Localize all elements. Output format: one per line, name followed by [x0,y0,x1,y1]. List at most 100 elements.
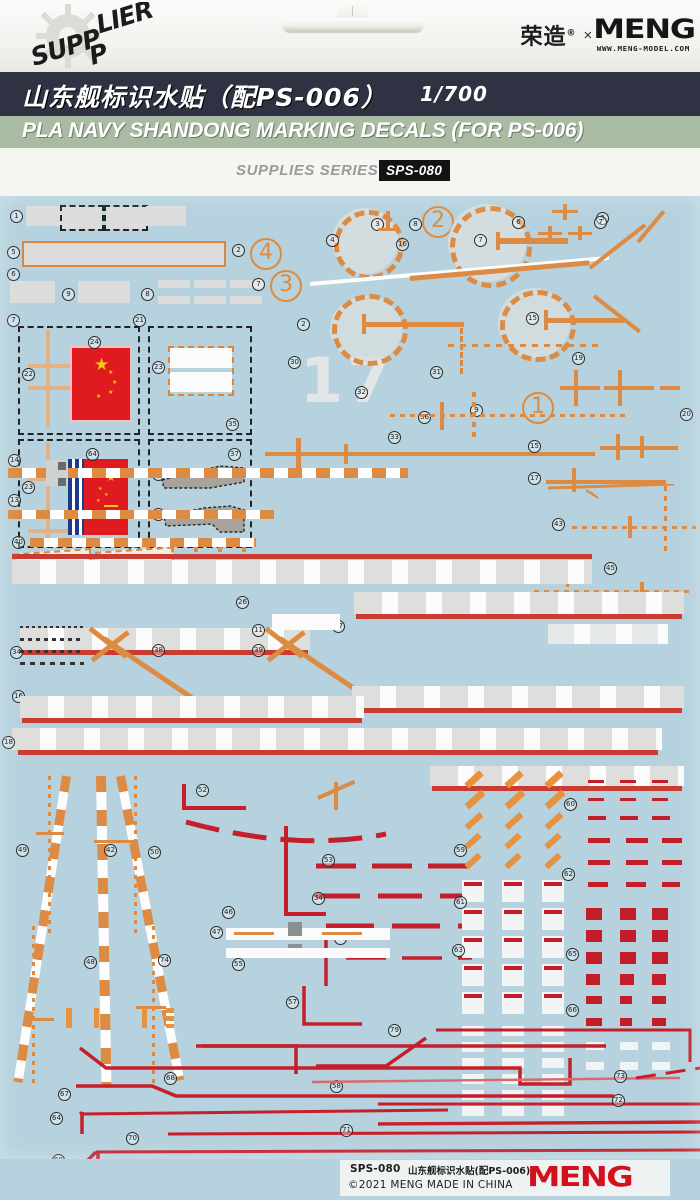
part-number: 73 [614,1070,627,1083]
footer-meng-logo: MENG [527,1160,634,1193]
part-number: 36 [418,411,431,424]
deck-mark [498,238,568,244]
part-number: 65 [566,948,579,961]
deck-cross-marks [560,366,680,426]
supplier-logo: SUPP LIER P [8,2,188,70]
prc-national-flag: ★ ★ ★ ★ ★ [70,346,132,422]
part-number: 6 [7,268,20,281]
part-number: 9 [62,288,75,301]
deck-mark [664,486,667,556]
flag-decal-frame [18,439,140,548]
deck-mark [378,228,398,231]
supplier-wordmark: SUPP LIER P [27,2,156,70]
deck-mark [546,318,624,323]
meng-logo: MENG WWW.MENG-MODEL.COM [593,16,696,53]
hull-red-lines [182,784,472,1074]
deck-line [265,452,595,456]
deck-mark [496,232,500,250]
svg-text:P: P [85,38,111,70]
flag-pole [46,443,50,541]
gear-icon [36,4,100,68]
decal-sheet-artwork: 1 5 6 9 8 7 ★ ★ ★ ★ ★ 2 [0,196,700,1159]
part-number: 47 [210,926,223,939]
title-band-english: PLA NAVY SHANDONG MARKING DECALS (FOR PS… [0,116,700,148]
part-number: 48 [84,956,97,969]
decal-part [10,281,55,303]
part-number: 7 [474,234,487,247]
decal-part [60,205,104,231]
runway-dashed-line [8,510,274,519]
decal-part [272,614,340,630]
part-number: 61 [454,896,467,909]
hanger-knob-line [352,6,353,16]
part-number: 38 [152,644,165,657]
part-number: 60 [564,798,577,811]
footer-chinese-title: 山东舰标识水贴(配PS-006) [408,1166,531,1177]
part-number: 42 [104,844,117,857]
runway-converging-lines [10,775,190,1087]
deck-edge-stripe [352,686,684,718]
decal-part [168,346,234,396]
part-number: 33 [388,431,401,444]
part-number: 23 [22,481,35,494]
deck-mark-group [317,778,378,818]
footer-label-box [340,1160,670,1196]
footer-product-code: SPS-080 [350,1163,401,1175]
part-number: 66 [566,1004,579,1017]
part-number: 32 [355,386,368,399]
title-english: PLA NAVY SHANDONG MARKING DECALS (FOR PS… [22,119,584,142]
helipad-circle [500,290,576,362]
deck-mark [472,392,476,438]
marker-circle-4: 4 [250,238,282,270]
part-number: 35 [226,418,239,431]
flag-star-icon: ★ [104,492,109,498]
part-number: 8 [409,218,422,231]
decal-part [58,462,66,470]
rongzao-cn-label: 荣造® [520,25,577,50]
series-band [0,148,700,196]
part-number: 79 [388,1024,401,1037]
part-number: 63 [452,944,465,957]
deck-line [546,480,666,484]
part-number: 4 [326,234,339,247]
part-number: 30 [288,356,301,369]
decal-part [194,280,226,288]
deck-mark [628,516,632,538]
decal-part [58,478,66,486]
part-number: 15 [526,312,539,325]
title-chinese: 山东舰标识水贴（配PS-006） [22,83,387,112]
deck-cross-marks [538,204,608,244]
sponson-shape-decals [161,465,245,533]
flag-star-icon: ★ [108,370,114,376]
deck-mark [572,468,576,492]
deck-mark [460,328,463,374]
part-number: 13 [8,494,21,507]
flag-pole-cross [28,386,70,390]
part-number: 72 [612,1094,625,1107]
flag-pole-cross [28,364,70,368]
part-number: 50 [148,846,161,859]
hanger-bar [283,18,423,32]
part-number: 7 [7,314,20,327]
deck-edge-stripe [20,696,364,728]
runway-dashed-line [8,468,408,478]
part-number: 67 [58,1088,71,1101]
flag-star-icon: ★ [112,380,118,386]
dotted-deck-line [448,344,598,347]
part-number: 5 [7,246,20,259]
part-number: 2 [297,318,310,331]
part-number: 57 [286,996,299,1009]
decal-frame [148,439,252,548]
part-number: 18 [2,736,15,749]
part-number: 6 [512,216,525,229]
marker-circle-1: 1 [522,392,554,424]
flag-star-icon: ★ [98,486,103,492]
flag-star-icon: ★ [106,472,116,484]
arrow-deck-mark [547,484,675,499]
meng-brand-block: 荣造® × MENG WWW.MENG-MODEL.COM [520,12,696,58]
flag-decal-frame [18,326,140,435]
part-number: 64 [50,1112,63,1125]
deck-edge-stripe [12,728,662,762]
decal-part [548,624,668,644]
part-number: 52 [196,784,209,797]
